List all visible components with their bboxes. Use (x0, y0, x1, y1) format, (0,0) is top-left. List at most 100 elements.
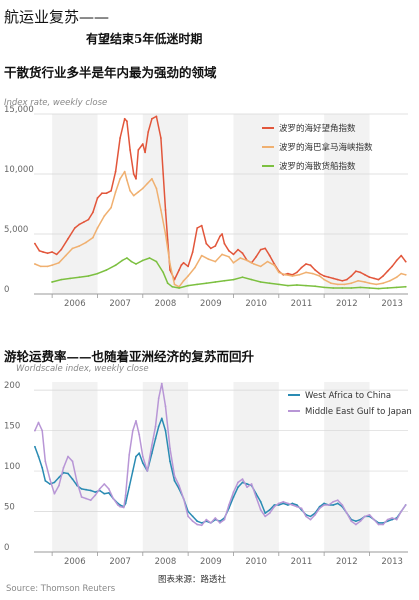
data-point (296, 271, 298, 274)
data-point (194, 266, 196, 269)
data-point (382, 523, 384, 526)
data-point (386, 518, 389, 521)
data-point (395, 276, 398, 279)
y-tick-label: 50 (4, 503, 15, 513)
data-point (355, 520, 357, 523)
data-point (73, 227, 76, 229)
data-point (266, 260, 269, 263)
data-point (169, 460, 171, 463)
data-point (92, 236, 94, 239)
data-point (359, 271, 362, 274)
data-point (323, 286, 325, 289)
data-point (314, 269, 316, 271)
data-point (246, 486, 249, 489)
data-point (200, 524, 203, 527)
x-tick-label: 2006 (64, 299, 86, 309)
data-point (298, 273, 301, 276)
data-point (311, 272, 314, 275)
data-point (166, 282, 169, 285)
data-point (314, 285, 316, 288)
data-point (138, 433, 141, 436)
y-tick-label: 15,000 (4, 105, 34, 115)
data-point (187, 275, 190, 277)
data-point (237, 481, 239, 484)
data-point (323, 502, 325, 505)
data-point (171, 285, 174, 288)
chart2-heading: 游轮运费率——也随着亚洲经济的复苏而回升 (4, 349, 255, 364)
data-point (400, 272, 403, 275)
data-point (389, 279, 391, 282)
data-point (130, 260, 133, 263)
data-point (395, 259, 398, 262)
data-point (259, 281, 262, 283)
data-point (373, 518, 375, 521)
data-point (119, 505, 121, 508)
data-point (141, 259, 144, 262)
data-point (291, 502, 294, 505)
data-point (214, 245, 217, 247)
data-point (166, 239, 169, 241)
data-point (89, 489, 92, 492)
data-point (200, 522, 203, 524)
y-tick-label: 150 (4, 422, 20, 432)
y-tick-label: 10,000 (4, 165, 34, 175)
data-point (98, 488, 101, 490)
data-point (400, 254, 403, 257)
data-point (318, 272, 321, 275)
data-point (305, 263, 307, 265)
data-point (364, 281, 366, 283)
data-point (58, 261, 60, 264)
legend-label: 波罗的海好望角指数 (279, 123, 356, 134)
data-point (239, 257, 242, 259)
data-point (85, 497, 87, 500)
y-axis-label: Worldscale index, weekly close (16, 364, 149, 374)
data-point (391, 265, 393, 268)
data-point (107, 492, 110, 494)
data-point (268, 509, 271, 511)
data-point (277, 283, 280, 286)
data-point (132, 194, 135, 197)
data-point (343, 283, 346, 286)
year-band (324, 382, 370, 552)
data-point (64, 254, 67, 257)
data-point (164, 429, 167, 432)
data-point (42, 251, 44, 253)
data-point (377, 287, 380, 290)
data-point (164, 233, 167, 235)
data-point (359, 520, 362, 523)
data-point (76, 481, 78, 484)
data-point (232, 496, 235, 498)
data-point (382, 275, 384, 277)
data-point (94, 494, 97, 497)
data-point (44, 460, 47, 463)
data-point (259, 509, 262, 511)
data-point (173, 475, 176, 477)
data-point (200, 224, 203, 227)
data-point (178, 287, 181, 289)
data-point (228, 249, 230, 252)
data-point (332, 504, 335, 506)
data-point (87, 275, 90, 277)
data-point (277, 502, 280, 505)
data-point (78, 245, 81, 247)
data-point (386, 270, 389, 273)
data-point (58, 484, 60, 487)
data-point (71, 247, 74, 250)
data-point (119, 177, 121, 180)
data-point (146, 182, 149, 185)
data-point (131, 470, 134, 472)
data-point (237, 486, 239, 489)
data-point (137, 191, 140, 193)
data-point (205, 518, 208, 521)
data-point (296, 284, 298, 286)
data-point (228, 255, 230, 258)
data-point (364, 273, 366, 276)
x-tick-label: 2013 (381, 299, 403, 309)
data-point (60, 278, 63, 281)
data-point (246, 483, 249, 485)
data-point (345, 512, 348, 514)
data-point (209, 247, 212, 250)
data-point (264, 247, 267, 250)
x-tick-label: 2012 (336, 557, 358, 567)
data-point (273, 264, 276, 267)
